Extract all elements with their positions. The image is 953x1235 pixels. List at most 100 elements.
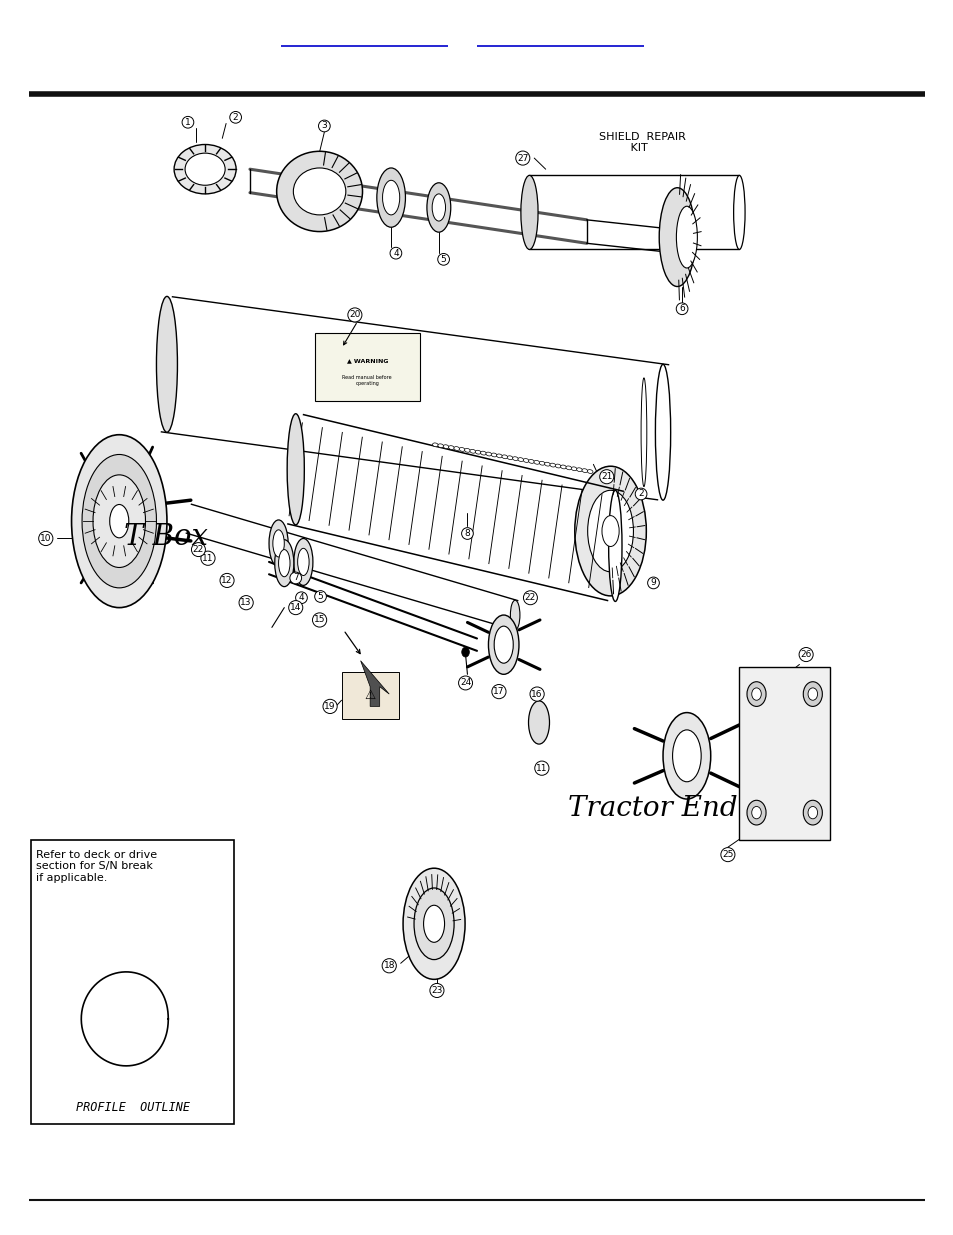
Text: 17: 17 — [493, 687, 504, 697]
Ellipse shape — [528, 459, 534, 463]
Text: 25: 25 — [721, 850, 733, 860]
Text: 7: 7 — [293, 573, 298, 583]
Ellipse shape — [480, 451, 486, 454]
Ellipse shape — [512, 457, 517, 461]
Ellipse shape — [82, 454, 156, 588]
Circle shape — [807, 688, 817, 700]
FancyBboxPatch shape — [314, 333, 419, 401]
Text: ⚠: ⚠ — [364, 689, 375, 701]
Text: 22: 22 — [193, 545, 204, 555]
Text: 13: 13 — [240, 598, 252, 608]
Ellipse shape — [443, 445, 449, 448]
Ellipse shape — [470, 450, 476, 453]
Ellipse shape — [494, 626, 513, 663]
Ellipse shape — [432, 194, 445, 221]
Circle shape — [751, 806, 760, 819]
Text: T Box: T Box — [124, 524, 208, 551]
Ellipse shape — [587, 490, 633, 572]
Ellipse shape — [608, 490, 621, 601]
Text: 12: 12 — [221, 576, 233, 585]
Ellipse shape — [376, 168, 405, 227]
Text: 10: 10 — [40, 534, 51, 543]
Ellipse shape — [565, 466, 571, 469]
Polygon shape — [360, 661, 389, 706]
Circle shape — [746, 682, 765, 706]
Ellipse shape — [173, 144, 236, 194]
Text: Read manual before
operating: Read manual before operating — [342, 375, 392, 385]
Text: Refer to deck or drive
section for S/N break
if applicable.: Refer to deck or drive section for S/N b… — [36, 850, 157, 883]
Text: PROFILE  OUTLINE: PROFILE OUTLINE — [75, 1100, 190, 1114]
Ellipse shape — [269, 520, 288, 567]
Text: 6: 6 — [679, 304, 684, 314]
Ellipse shape — [659, 188, 695, 287]
Circle shape — [461, 647, 469, 657]
Ellipse shape — [287, 414, 304, 525]
Text: 3: 3 — [321, 121, 327, 131]
Ellipse shape — [185, 153, 225, 185]
Ellipse shape — [491, 453, 497, 457]
Ellipse shape — [587, 469, 593, 473]
Text: 22: 22 — [524, 593, 536, 603]
Ellipse shape — [497, 454, 501, 458]
Ellipse shape — [571, 467, 577, 471]
Ellipse shape — [517, 458, 523, 462]
Ellipse shape — [71, 435, 167, 608]
Bar — [31, 840, 233, 1124]
Text: 5: 5 — [317, 592, 323, 601]
Ellipse shape — [488, 615, 518, 674]
Circle shape — [751, 688, 760, 700]
Text: 14: 14 — [290, 603, 301, 613]
Ellipse shape — [485, 452, 491, 456]
Ellipse shape — [555, 464, 560, 468]
Text: ▲ WARNING: ▲ WARNING — [346, 358, 388, 363]
Ellipse shape — [274, 540, 294, 587]
Text: 4: 4 — [393, 248, 398, 258]
Text: 20: 20 — [349, 310, 360, 320]
Text: 2: 2 — [638, 489, 643, 499]
Circle shape — [802, 682, 821, 706]
Circle shape — [802, 800, 821, 825]
Text: 11: 11 — [536, 763, 547, 773]
Ellipse shape — [672, 730, 700, 782]
Ellipse shape — [458, 447, 464, 451]
Ellipse shape — [276, 151, 362, 232]
Text: 18: 18 — [383, 961, 395, 971]
Ellipse shape — [501, 454, 507, 458]
Ellipse shape — [581, 469, 587, 473]
Ellipse shape — [427, 183, 451, 232]
Ellipse shape — [534, 461, 539, 464]
Ellipse shape — [528, 701, 549, 743]
Ellipse shape — [110, 505, 129, 538]
Text: 24: 24 — [459, 678, 471, 688]
Text: 2: 2 — [233, 112, 238, 122]
Ellipse shape — [676, 206, 697, 268]
Text: 1: 1 — [185, 117, 191, 127]
Ellipse shape — [538, 462, 544, 466]
Ellipse shape — [544, 462, 550, 466]
Ellipse shape — [448, 446, 454, 450]
Text: 8: 8 — [464, 529, 470, 538]
Ellipse shape — [297, 548, 309, 576]
Text: Tractor End: Tractor End — [567, 795, 737, 823]
Ellipse shape — [454, 447, 459, 451]
Text: 23: 23 — [431, 986, 442, 995]
Ellipse shape — [574, 467, 646, 597]
Ellipse shape — [273, 530, 284, 557]
Circle shape — [746, 800, 765, 825]
Text: 9: 9 — [650, 578, 656, 588]
Text: 26: 26 — [800, 650, 811, 659]
Ellipse shape — [294, 168, 345, 215]
Ellipse shape — [733, 175, 744, 249]
Ellipse shape — [402, 868, 464, 979]
Text: 5: 5 — [440, 254, 446, 264]
Ellipse shape — [414, 888, 454, 960]
Text: 16: 16 — [531, 689, 542, 699]
Ellipse shape — [278, 550, 290, 577]
Text: 15: 15 — [314, 615, 325, 625]
Bar — [739, 667, 829, 840]
Ellipse shape — [382, 180, 399, 215]
Bar — [341, 672, 398, 719]
Text: SHIELD  REPAIR
         KIT: SHIELD REPAIR KIT — [598, 132, 685, 153]
Ellipse shape — [423, 905, 444, 942]
Ellipse shape — [294, 538, 313, 585]
